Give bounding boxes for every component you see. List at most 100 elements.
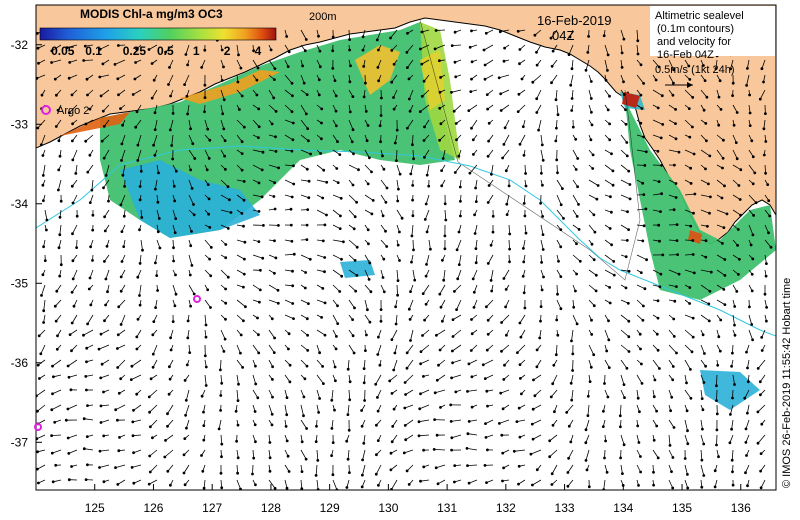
- velocity-arrow-head: [193, 157, 197, 160]
- velocity-arrow-head: [117, 391, 121, 395]
- velocity-arrow-head: [637, 441, 641, 444]
- velocity-arrow-head: [153, 261, 157, 265]
- velocity-arrow-head: [405, 126, 409, 130]
- velocity-arrow: [332, 284, 340, 292]
- velocity-arrow-head: [570, 97, 574, 100]
- velocity-arrow-head: [52, 375, 55, 379]
- velocity-arrow-head: [114, 466, 117, 470]
- velocity-arrow: [165, 44, 174, 53]
- velocity-arrow-head: [392, 368, 396, 372]
- velocity-arrow: [472, 269, 478, 280]
- velocity-arrow-head: [434, 333, 438, 337]
- velocity-arrow: [412, 269, 416, 281]
- velocity-arrow-head: [41, 183, 45, 187]
- velocity-arrow-head: [627, 319, 631, 323]
- velocity-arrow-head: [71, 277, 75, 281]
- velocity-arrow-head: [98, 47, 102, 51]
- velocity-arrow: [332, 314, 339, 324]
- isobath-label: 200m: [309, 11, 337, 23]
- velocity-arrow-head: [708, 289, 712, 293]
- velocity-arrow-head: [655, 332, 659, 336]
- velocity-arrow-head: [702, 64, 705, 67]
- velocity-arrow-head: [400, 216, 404, 220]
- velocity-arrow-head: [184, 413, 188, 417]
- velocity-arrow-head: [438, 106, 442, 110]
- velocity-arrow-head: [652, 438, 656, 442]
- velocity-arrow: [536, 44, 542, 53]
- velocity-arrow-head: [82, 59, 86, 62]
- lon-tick-label: 135: [672, 501, 692, 515]
- velocity-arrow-head: [157, 171, 160, 175]
- velocity-arrow-head: [382, 257, 386, 261]
- velocity-arrow-head: [671, 365, 675, 368]
- velocity-arrow-head: [384, 200, 388, 204]
- velocity-arrow-head: [164, 50, 168, 54]
- velocity-arrow-head: [559, 307, 563, 311]
- velocity-arrow-head: [627, 228, 630, 232]
- velocity-arrow-head: [748, 305, 751, 309]
- velocity-arrow: [452, 359, 462, 364]
- velocity-arrow-head: [302, 81, 306, 85]
- velocity-arrow-head: [715, 428, 719, 432]
- velocity-arrow-head: [692, 211, 695, 215]
- velocity-arrow-head: [338, 227, 342, 231]
- velocity-arrow: [700, 434, 705, 445]
- velocity-arrow: [87, 164, 94, 173]
- velocity-arrow-head: [68, 61, 72, 64]
- velocity-arrow-head: [453, 30, 457, 34]
- velocity-arrow-head: [458, 214, 462, 218]
- velocity-arrow-head: [381, 154, 384, 158]
- velocity-arrow-head: [123, 184, 126, 188]
- velocity-arrow: [684, 434, 689, 444]
- velocity-arrow-head: [331, 67, 335, 70]
- latitude-axis: -32-33-34-35-36-37: [11, 38, 42, 449]
- velocity-arrow-head: [321, 196, 325, 200]
- velocity-arrow-head: [730, 458, 734, 462]
- velocity-arrow-head: [474, 186, 478, 190]
- velocity-arrow-head: [70, 465, 73, 468]
- velocity-arrow: [457, 269, 462, 279]
- velocity-arrow-head: [103, 259, 106, 263]
- velocity-arrow: [40, 344, 46, 354]
- velocity-arrow-head: [688, 135, 692, 139]
- velocity-arrow-head: [136, 143, 140, 147]
- velocity-arrow-head: [470, 77, 473, 81]
- velocity-arrow-head: [452, 480, 456, 484]
- velocity-arrow: [121, 134, 126, 145]
- velocity-arrow: [204, 314, 207, 326]
- velocity-arrow-head: [708, 154, 712, 158]
- velocity-arrow-head: [120, 260, 124, 263]
- velocity-arrow-head: [660, 94, 664, 98]
- velocity-arrow-head: [243, 240, 247, 244]
- velocity-arrow-head: [338, 290, 342, 293]
- velocity-arrow-head: [602, 409, 605, 413]
- velocity-arrow: [466, 448, 478, 451]
- velocity-arrow: [69, 104, 78, 114]
- velocity-arrow: [550, 29, 558, 39]
- velocity-arrow-head: [618, 414, 622, 418]
- velocity-arrow-head: [273, 486, 277, 490]
- velocity-arrow: [604, 179, 614, 186]
- velocity-arrow-head: [270, 317, 274, 321]
- velocity-arrow-head: [36, 32, 39, 35]
- velocity-arrow-head: [524, 231, 528, 235]
- velocity-arrow-head: [290, 149, 294, 153]
- velocity-arrow-head: [704, 167, 707, 171]
- velocity-arrow-head: [721, 156, 725, 160]
- velocity-arrow-head: [157, 217, 161, 220]
- velocity-arrow-head: [226, 275, 230, 279]
- velocity-arrow-head: [220, 442, 224, 446]
- velocity-arrow-head: [499, 391, 503, 395]
- velocity-arrow-head: [758, 380, 762, 384]
- velocity-arrow: [83, 329, 94, 336]
- velocity-arrow-head: [229, 211, 233, 214]
- velocity-arrow-head: [522, 291, 526, 295]
- velocity-arrow-head: [305, 93, 309, 96]
- velocity-arrow-head: [64, 418, 68, 422]
- velocity-arrow-head: [412, 157, 416, 161]
- velocity-arrow-head: [320, 107, 324, 111]
- velocity-arrow: [436, 29, 446, 31]
- velocity-arrow-head: [449, 419, 453, 423]
- velocity-arrow-head: [348, 48, 352, 52]
- velocity-arrow: [410, 329, 414, 341]
